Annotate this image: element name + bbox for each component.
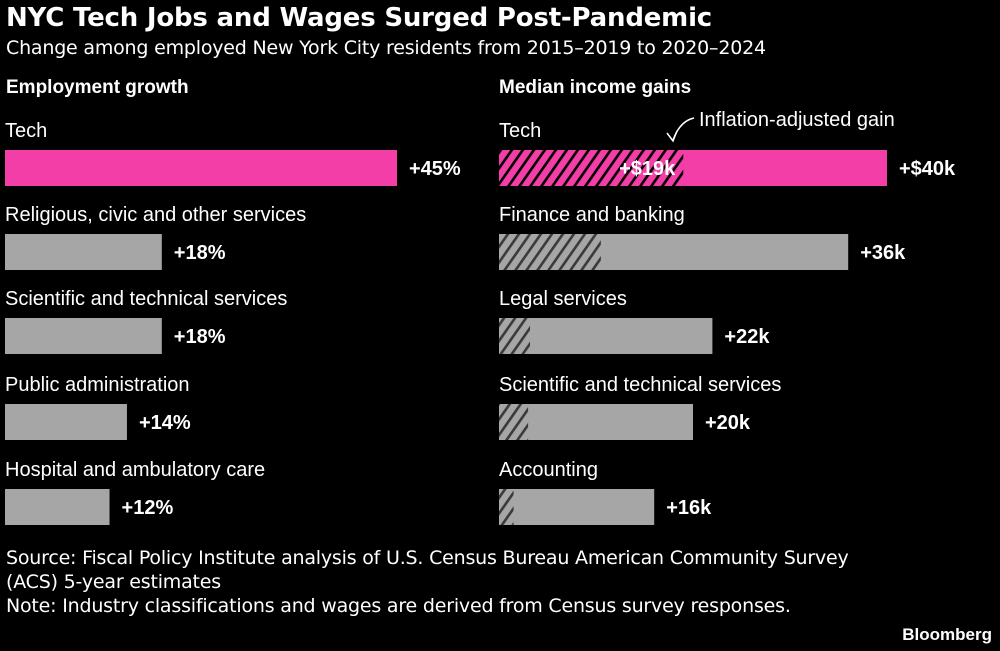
bar-public-administration: [5, 404, 127, 440]
note-text: Note: Industry classifications and wages…: [6, 595, 791, 617]
income-bars: Tech +$19k +$40k Finance and banking +36k Leg…: [499, 120, 956, 525]
value-label-public-administration: +14%: [139, 412, 191, 434]
value-label-legal-services: +22k: [724, 326, 770, 348]
category-label-tech: Tech: [5, 120, 47, 142]
bar-religious-civic-and-other-services: [5, 234, 162, 270]
value-label-accounting: +16k: [666, 497, 712, 519]
bar-scientific-and-technical-services: [5, 318, 162, 354]
inner-value-label-tech: +$19k: [619, 158, 676, 180]
income-panel-title: Median income gains: [499, 77, 692, 98]
inflation-adjusted-bar-finance-and-banking: [499, 234, 601, 270]
value-label-finance-and-banking: +36k: [860, 242, 906, 264]
category-label-tech: Tech: [499, 120, 541, 142]
inflation-adjusted-bar-tech: [499, 150, 684, 186]
inflation-adjusted-bar-accounting: [499, 489, 514, 525]
bar-scientific-and-technical-services: [499, 404, 693, 440]
source-note: Source: Fiscal Policy Institute analysis…: [6, 547, 849, 593]
bar-hospital-and-ambulatory-care: [5, 489, 110, 525]
category-label-scientific-and-technical-services: Scientific and technical services: [499, 374, 781, 396]
chart-title: NYC Tech Jobs and Wages Surged Post-Pand…: [6, 3, 712, 33]
value-label-scientific-and-technical-services: +20k: [705, 412, 751, 434]
inflation-annotation: Inflation-adjusted gain: [666, 109, 895, 143]
chart-subtitle: Change among employed New York City resi…: [6, 37, 766, 59]
value-label-scientific-and-technical-services: +18%: [174, 326, 226, 348]
value-label-tech: +$40k: [899, 158, 956, 180]
category-label-religious-civic-and-other-services: Religious, civic and other services: [5, 204, 306, 226]
category-label-finance-and-banking: Finance and banking: [499, 204, 685, 226]
bar-accounting: [499, 489, 655, 525]
annotation-text: Inflation-adjusted gain: [699, 109, 895, 131]
value-label-hospital-and-ambulatory-care: +12%: [122, 497, 174, 519]
bloomberg-logo: Bloomberg: [902, 625, 992, 644]
bar-tech: [5, 150, 397, 186]
category-label-public-administration: Public administration: [5, 374, 190, 396]
category-label-accounting: Accounting: [499, 459, 598, 481]
category-label-scientific-and-technical-services: Scientific and technical services: [5, 288, 287, 310]
inflation-adjusted-bar-legal-services: [499, 318, 531, 354]
value-label-religious-civic-and-other-services: +18%: [174, 242, 226, 264]
inflation-adjusted-bar-scientific-and-technical-services: [499, 404, 529, 440]
value-label-tech: +45%: [409, 158, 461, 180]
category-label-hospital-and-ambulatory-care: Hospital and ambulatory care: [5, 459, 265, 481]
footer: Source: Fiscal Policy Institute analysis…: [6, 546, 886, 618]
category-label-legal-services: Legal services: [499, 288, 627, 310]
annotation-arrow: [672, 117, 695, 141]
employment-bars: Tech +45% Religious, civic and other servi…: [5, 120, 461, 525]
annotation-arrowhead: [666, 130, 678, 143]
employment-panel-title: Employment growth: [6, 77, 189, 98]
bar-legal-services: [499, 318, 713, 354]
